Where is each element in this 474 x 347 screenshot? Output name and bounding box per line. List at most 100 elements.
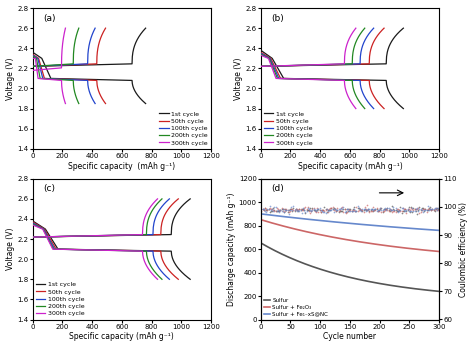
Point [435,206,442,211]
Point [318,207,326,212]
Point [426,207,434,212]
Point [274,207,282,212]
Point [383,206,390,212]
Point [286,208,294,213]
Point [351,209,359,214]
Point [376,206,384,211]
Point [391,208,398,214]
Point [413,205,421,210]
Point [339,209,347,215]
Point [348,208,356,214]
Point [327,205,334,210]
Point [296,206,303,211]
Point [365,207,372,213]
Text: (b): (b) [272,14,284,23]
Point [339,205,347,210]
Point [409,205,416,211]
Point [305,208,313,214]
Point [392,209,400,215]
Point [433,207,441,213]
Point [323,210,330,215]
Point [257,206,265,212]
Point [424,203,431,209]
Point [323,207,330,212]
Point [273,209,281,214]
Point [332,207,340,212]
Point [335,207,342,212]
Point [418,207,426,212]
Point [394,209,402,214]
Point [406,207,414,212]
Point [328,205,335,211]
Point [368,208,376,213]
Point [350,204,358,210]
Point [412,206,419,212]
Point [283,207,290,213]
Point [287,206,295,212]
Point [394,208,402,213]
Point [406,208,414,213]
Point [360,206,367,212]
Point [404,206,411,212]
Point [388,209,396,215]
Point [278,206,285,211]
Point [350,206,358,212]
Point [375,207,383,212]
Point [259,206,266,212]
Point [325,207,333,213]
Point [301,209,309,214]
Point [338,206,346,212]
Point [426,204,434,210]
Point [366,206,374,212]
Point [432,205,440,211]
Point [423,207,430,212]
Point [428,207,435,213]
Point [336,209,344,214]
Point [424,206,431,212]
Point [419,209,427,214]
Point [386,208,393,214]
Point [348,208,356,214]
Point [374,208,382,214]
Point [374,207,382,213]
X-axis label: Specific capacity  (mAh g⁻¹): Specific capacity (mAh g⁻¹) [68,162,175,171]
Point [430,207,438,212]
Point [405,208,412,213]
Point [410,208,417,213]
X-axis label: Cycle number: Cycle number [323,332,376,341]
Point [411,206,419,212]
Point [361,206,369,212]
Point [380,206,388,212]
Y-axis label: Voltage (V): Voltage (V) [234,57,243,100]
Point [342,210,349,215]
Point [432,205,440,211]
Point [420,207,428,213]
Point [353,208,360,214]
Point [289,208,296,213]
Point [270,207,277,212]
Point [273,205,281,211]
Point [273,208,281,214]
Point [296,206,303,212]
Point [257,208,265,214]
Point [311,207,319,212]
Point [420,208,428,214]
Point [346,206,354,212]
Point [367,208,374,213]
Y-axis label: Voltage (V): Voltage (V) [6,228,15,270]
Point [275,208,283,213]
Point [398,208,405,214]
Point [371,206,378,212]
Point [428,206,436,212]
Point [365,207,372,212]
Point [418,207,426,213]
Point [425,205,433,210]
Point [346,208,353,213]
Point [397,207,404,213]
Point [310,208,318,213]
Point [364,203,371,208]
Point [329,206,337,212]
Point [332,208,340,214]
Point [296,208,303,213]
Point [419,206,427,212]
